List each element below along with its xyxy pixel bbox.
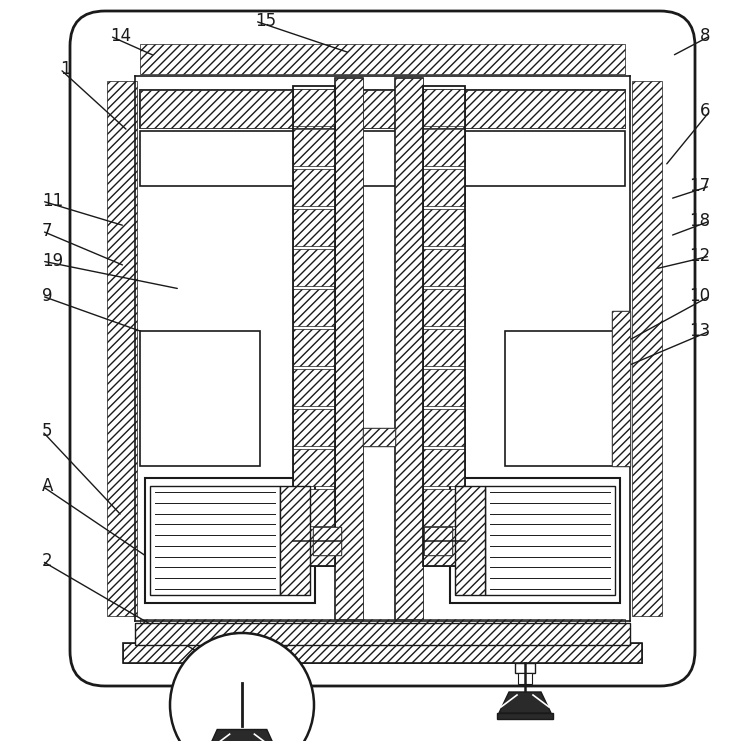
Polygon shape [499,692,551,713]
FancyBboxPatch shape [70,11,695,686]
Bar [232,663,252,673]
Text: 14: 14 [110,27,131,45]
Text: 7: 7 [42,222,53,240]
Bar [423,169,465,206]
Bar [485,486,615,595]
Bar [226,683,257,699]
Bar [313,527,341,554]
Text: 9: 9 [42,287,53,305]
Bar [293,169,335,206]
Bar [423,249,465,286]
Bar [293,449,335,486]
Bar [280,486,310,595]
Bar [424,527,452,554]
Bar [423,529,465,566]
Bar [455,486,485,595]
Bar [140,331,260,466]
Text: 12: 12 [689,247,710,265]
Text: 18: 18 [689,212,710,230]
Bar [395,78,423,619]
Polygon shape [202,729,282,741]
Bar [293,89,335,126]
Text: 15: 15 [255,12,276,30]
Text: 2: 2 [42,552,53,570]
Bar [150,486,280,595]
Bar [140,90,625,128]
Bar [293,489,335,526]
Bar [423,329,465,366]
Text: 6: 6 [699,102,710,120]
Bar [497,713,553,719]
Bar [123,643,642,663]
Bar [293,129,335,166]
Bar [293,209,335,246]
Bar [423,209,465,246]
Bar [515,663,535,673]
Bar [423,489,465,526]
Bar [293,249,335,286]
Bar [135,623,630,645]
Bar [280,486,310,595]
Text: 5: 5 [42,422,53,440]
Bar [293,409,335,446]
Bar [423,449,465,486]
Bar [235,673,249,684]
Bar [140,619,625,649]
Bar [335,78,363,619]
Bar [140,44,625,74]
Bar [363,428,395,446]
Bar [135,623,630,645]
Text: 1: 1 [60,60,71,78]
Bar [145,478,315,603]
Bar [424,527,452,554]
Bar [313,527,341,554]
Bar [293,86,335,566]
Bar [107,81,137,616]
Bar [395,78,423,619]
Bar [612,311,630,466]
Bar [423,129,465,166]
Bar [140,131,625,186]
Bar [423,86,465,566]
Text: A: A [42,477,54,495]
Bar [123,643,642,663]
Bar [423,369,465,406]
Bar [423,289,465,326]
Text: 17: 17 [689,177,710,195]
Bar [518,673,532,684]
Bar [335,78,363,619]
Bar [140,90,625,128]
Text: 19: 19 [42,252,63,270]
Circle shape [170,633,314,741]
Bar [293,369,335,406]
Bar [455,486,485,595]
Polygon shape [216,692,268,713]
Text: 10: 10 [689,287,710,305]
Bar [450,478,620,603]
Bar [293,529,335,566]
Text: 11: 11 [42,192,63,210]
Bar [423,409,465,446]
Bar [231,699,253,714]
Bar [632,81,662,616]
Bar [214,713,270,719]
Bar [293,329,335,366]
Bar [423,89,465,126]
Text: 8: 8 [699,27,710,45]
Bar [612,311,630,466]
Bar [293,289,335,326]
Bar [363,428,395,446]
Text: 13: 13 [689,322,710,340]
Bar [505,331,625,466]
